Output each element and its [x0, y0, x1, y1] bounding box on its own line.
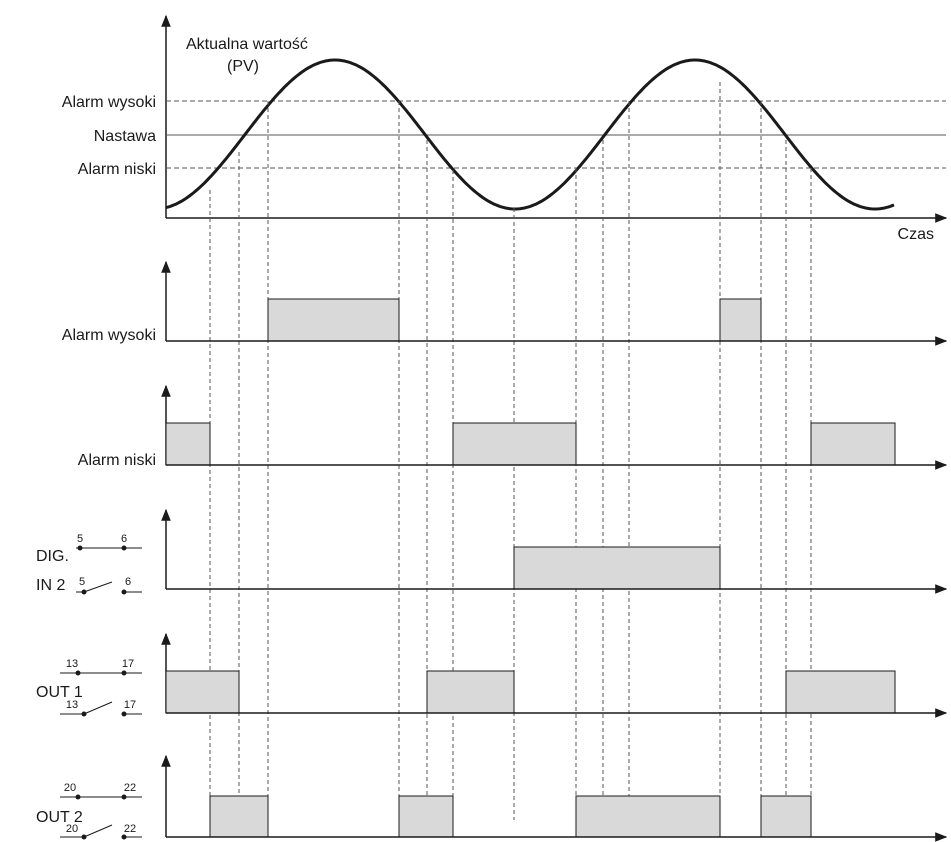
- out1-pulse: [165, 670, 240, 714]
- track-alarm-low-label: Alarm niski: [78, 452, 156, 469]
- alarm-high-pulse: [719, 298, 762, 342]
- track-out2-label: OUT 2: [36, 809, 83, 826]
- setpoint-level-label: Nastawa: [94, 128, 156, 145]
- pv-curve-label-sub: (PV): [227, 58, 259, 75]
- x-axis-label: Czas: [898, 226, 934, 243]
- out1-pulse: [785, 670, 896, 714]
- track-out2: OUT 2 20 22 20 22: [36, 754, 948, 842]
- out1-pin-a-open: 13: [66, 699, 78, 711]
- dig-in2-closed-contact-symbol: 5 6: [76, 533, 142, 551]
- pv-curve: [165, 58, 895, 211]
- out1-closed-contact-symbol: 13 17: [60, 658, 142, 676]
- alarm-high-pulse: [267, 298, 400, 342]
- out2-pulse: [575, 795, 721, 838]
- out1-pin-b-closed: 17: [122, 658, 134, 670]
- out2-open-contact-symbol: 20 22: [60, 823, 142, 840]
- alarm-low-pulse: [452, 422, 577, 466]
- track-dig-in2-label-line1: DIG.: [36, 548, 69, 565]
- out1-open-contact-symbol: 13 17: [60, 699, 142, 717]
- track-dig-in2: DIG. IN 2 5 6 5 6: [36, 508, 948, 595]
- dig-in2-pulse: [513, 546, 721, 590]
- out2-pin-a-closed: 20: [64, 782, 76, 794]
- out2-closed-contact-symbol: 20 22: [60, 782, 142, 800]
- alarm-low-pulse: [810, 422, 896, 466]
- out1-pin-a-closed: 13: [66, 658, 78, 670]
- out2-pulse: [398, 795, 454, 838]
- out2-pin-b-closed: 22: [124, 782, 136, 794]
- out1-pin-b-open: 17: [124, 699, 136, 711]
- dig-in2-pin-a-closed: 5: [77, 533, 83, 545]
- alarm-low-level-label: Alarm niski: [78, 161, 156, 178]
- dig-in2-pin-b-open: 6: [125, 576, 131, 588]
- dig-in2-pin-a-open: 5: [79, 576, 85, 588]
- out2-pulse: [760, 795, 812, 838]
- out2-pulse: [209, 795, 269, 838]
- track-dig-in2-label-line2: IN 2: [36, 577, 65, 594]
- track-out1-label: OUT 1: [36, 684, 83, 701]
- out1-pulse: [426, 670, 515, 714]
- alarm-low-pulse: [165, 422, 211, 466]
- dig-in2-open-contact-symbol: 5 6: [76, 576, 142, 595]
- out2-pin-a-open: 20: [66, 823, 78, 835]
- track-alarm-high: Alarm wysoki: [62, 260, 948, 346]
- track-alarm-low: Alarm niski: [78, 384, 948, 470]
- out2-pin-b-open: 22: [124, 823, 136, 835]
- pv-plot: Alarm wysoki Nastawa Alarm niski Aktualn…: [62, 14, 948, 243]
- pv-curve-label: Aktualna wartość: [186, 36, 308, 53]
- track-alarm-high-label: Alarm wysoki: [62, 327, 156, 344]
- track-out1: OUT 1 13 17 13 17: [36, 632, 948, 718]
- dig-in2-pin-b-closed: 6: [121, 533, 127, 545]
- alarm-high-level-label: Alarm wysoki: [62, 94, 156, 111]
